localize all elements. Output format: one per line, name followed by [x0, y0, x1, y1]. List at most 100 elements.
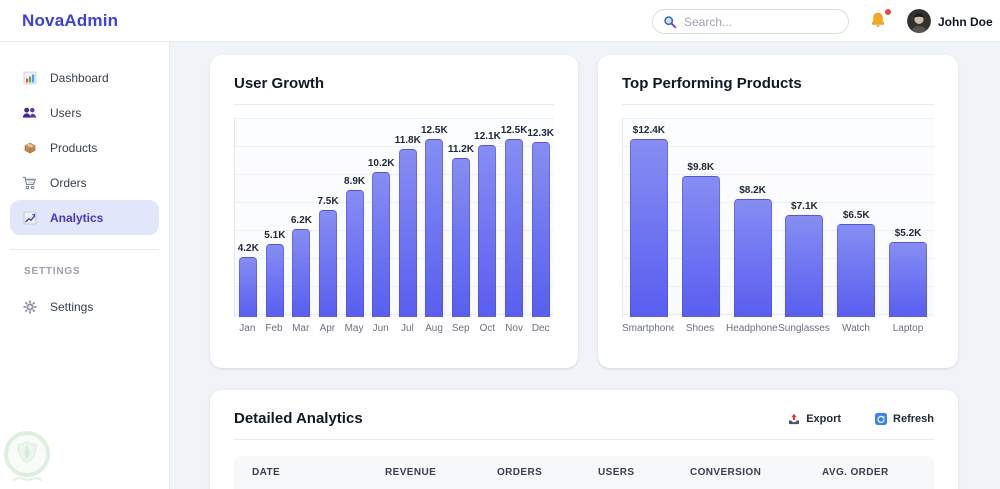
- x-axis-label: Oct: [479, 323, 496, 334]
- card-divider: [234, 104, 554, 105]
- bar-watch: $6.5K: [830, 210, 882, 317]
- cart-icon: [22, 175, 37, 190]
- x-axis-label: Dec: [531, 323, 550, 334]
- search-box[interactable]: [652, 9, 849, 34]
- user-growth-card: User Growth 4.2K 5.1K 6.2K 7.5K 8.9K 10.2K 11.…: [210, 55, 578, 368]
- bar-value-label: 12.5K: [421, 125, 448, 136]
- bar-value-label: 12.5K: [500, 125, 528, 136]
- bar-value-label: 6.2K: [290, 215, 312, 226]
- bar: [345, 190, 364, 317]
- bar: [319, 210, 338, 317]
- sidebar-item-analytics[interactable]: Analytics: [10, 200, 159, 235]
- bar: [531, 142, 550, 317]
- x-axis-label: Apr: [319, 323, 336, 334]
- bar-mar: 6.2K: [288, 215, 315, 317]
- top-products-card: Top Performing Products $12.4K $9.8K $8.2K…: [598, 55, 958, 368]
- notifications-button[interactable]: [869, 9, 891, 31]
- sidebar-item-products[interactable]: Products: [10, 130, 159, 165]
- top-bar: NovaAdmin John Doe: [0, 0, 1000, 42]
- chart-plot-area: 4.2K 5.1K 6.2K 7.5K 8.9K 10.2K 11.8K 12.5K 11.2K…: [234, 118, 554, 317]
- bar-apr: 7.5K: [315, 196, 342, 317]
- bar-oct: 12.1K: [474, 131, 501, 317]
- bar: [733, 199, 772, 317]
- sidebar-item-dashboard[interactable]: Dashboard: [10, 60, 159, 95]
- sidebar-item-label: Products: [50, 140, 98, 155]
- analytics-icon: [22, 210, 37, 225]
- bar: [265, 244, 284, 317]
- column-header-revenue[interactable]: REVENUE: [385, 467, 437, 478]
- bar-value-label: 5.1K: [264, 230, 286, 241]
- bar: [681, 176, 720, 317]
- column-header-conversion[interactable]: CONVERSION: [690, 467, 762, 478]
- bar: [837, 224, 876, 317]
- bar-value-label: 11.8K: [394, 135, 421, 146]
- chart-plot-area: $12.4K $9.8K $8.2K $7.1K $6.5K $5.2K: [622, 118, 934, 317]
- bar-sep: 11.2K: [448, 144, 475, 317]
- bar-jun: 10.2K: [368, 158, 395, 317]
- x-axis-label: Sunglasses: [778, 323, 830, 334]
- x-axis-label: Feb: [265, 323, 283, 334]
- bar-jul: 11.8K: [394, 135, 421, 317]
- brand-logo[interactable]: NovaAdmin: [22, 11, 119, 30]
- sidebar-item-users[interactable]: Users: [10, 95, 159, 130]
- bell-icon: [869, 11, 889, 29]
- bar-value-label: $8.2K: [739, 185, 766, 196]
- column-header-users[interactable]: USERS: [598, 467, 635, 478]
- export-button[interactable]: Export: [788, 413, 841, 425]
- users-icon: [22, 105, 37, 120]
- column-header-date[interactable]: DATE: [252, 467, 281, 478]
- bar: [425, 139, 444, 317]
- products-icon: [22, 140, 37, 155]
- card-divider: [234, 439, 934, 440]
- bar-headphones: $8.2K: [727, 185, 779, 317]
- card-title: Detailed Analytics: [234, 410, 363, 427]
- refresh-button[interactable]: Refresh: [875, 412, 934, 425]
- search-icon: [663, 15, 677, 29]
- bar: [451, 158, 470, 317]
- sidebar-item-label: Users: [50, 105, 82, 120]
- sidebar-item-orders[interactable]: Orders: [10, 165, 159, 200]
- bar: [292, 229, 311, 317]
- sidebar-item-label: Orders: [50, 175, 87, 190]
- x-axis-label: Smartphone: [622, 323, 674, 334]
- bar-smartphone: $12.4K: [623, 125, 675, 317]
- bar-value-label: 11.2K: [447, 144, 474, 155]
- x-axis-label: Laptop: [892, 323, 924, 334]
- top-products-chart: $12.4K $9.8K $8.2K $7.1K $6.5K $5.2K Smartpho…: [622, 118, 934, 334]
- sidebar: Dashboard Users Products: [0, 42, 170, 489]
- bar-value-label: 10.2K: [367, 158, 395, 169]
- column-header-orders[interactable]: ORDERS: [497, 467, 543, 478]
- bar: [505, 139, 524, 317]
- export-label: Export: [806, 412, 842, 425]
- bar: [785, 215, 824, 317]
- bar-shoes: $9.8K: [675, 162, 727, 317]
- x-axis-label: Headphones: [726, 323, 778, 334]
- export-icon: [788, 413, 800, 425]
- sidebar-item-settings[interactable]: Settings: [10, 289, 159, 324]
- bar-value-label: $12.4K: [632, 125, 666, 136]
- bar-value-label: $5.2K: [894, 228, 922, 239]
- notification-dot: [885, 9, 891, 15]
- card-title: User Growth: [234, 75, 325, 92]
- detailed-analytics-card: Detailed Analytics Export: [210, 390, 958, 489]
- user-growth-chart: 4.2K 5.1K 6.2K 7.5K 8.9K 10.2K 11.8K 12.5K 11.2K…: [234, 118, 554, 334]
- bar: [398, 149, 417, 317]
- card-divider: [622, 104, 934, 105]
- bar-feb: 5.1K: [262, 230, 289, 317]
- chart-x-axis-labels: Smartphone Shoes Headphones Sunglasses Watch…: [622, 323, 934, 334]
- bar-value-label: $6.5K: [842, 210, 870, 221]
- user-name[interactable]: John Doe: [938, 15, 993, 29]
- x-axis-label: Nov: [505, 323, 523, 334]
- bar: [889, 242, 928, 317]
- bar-aug: 12.5K: [421, 125, 448, 317]
- bar-value-label: $7.1K: [791, 201, 818, 212]
- main-content: User Growth 4.2K 5.1K 6.2K 7.5K 8.9K 10.2K 11.…: [170, 42, 1000, 489]
- x-axis-label: Shoes: [685, 323, 715, 334]
- bar: [239, 257, 258, 317]
- sidebar-item-label: Analytics: [50, 210, 104, 225]
- column-header-avg-order[interactable]: AVG. ORDER: [822, 467, 889, 478]
- sidebar-section-label: SETTINGS: [24, 266, 81, 277]
- user-avatar[interactable]: [907, 9, 931, 33]
- search-input[interactable]: [684, 14, 839, 29]
- gear-icon: [22, 299, 37, 314]
